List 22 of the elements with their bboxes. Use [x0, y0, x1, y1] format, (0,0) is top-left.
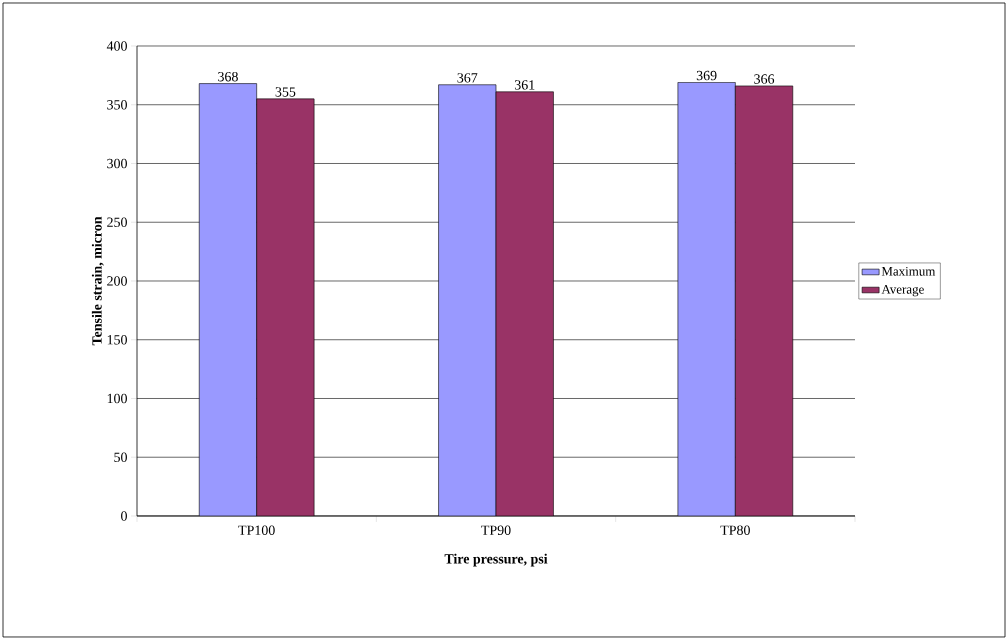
data-label: 367 — [457, 73, 478, 83]
x-tick-label: TP90 — [481, 525, 511, 535]
data-label: 366 — [754, 74, 775, 84]
y-tick-label: 150 — [107, 335, 127, 345]
y-tick-label: 250 — [107, 217, 127, 227]
data-label: 361 — [514, 80, 535, 90]
x-axis-title: Tire pressure, psi — [444, 553, 548, 567]
legend-label: Average — [881, 284, 924, 297]
legend-label: Maximum — [881, 266, 936, 276]
y-tick-label: 350 — [107, 100, 127, 110]
y-tick-label: 400 — [106, 41, 127, 51]
y-axis-title: Tensile strain, micron — [91, 216, 104, 346]
y-tick-label: 0 — [121, 511, 127, 521]
y-tick-label: 200 — [107, 276, 127, 286]
y-tick-label: 100 — [107, 393, 127, 404]
x-tick-label: TP100 — [238, 525, 275, 535]
x-tick-label: TP80 — [720, 525, 750, 535]
data-label: 355 — [275, 87, 296, 97]
data-label: 368 — [218, 71, 238, 82]
y-tick-label: 300 — [107, 158, 127, 169]
data-label: 369 — [696, 70, 717, 81]
y-tick-label: 50 — [114, 452, 127, 462]
